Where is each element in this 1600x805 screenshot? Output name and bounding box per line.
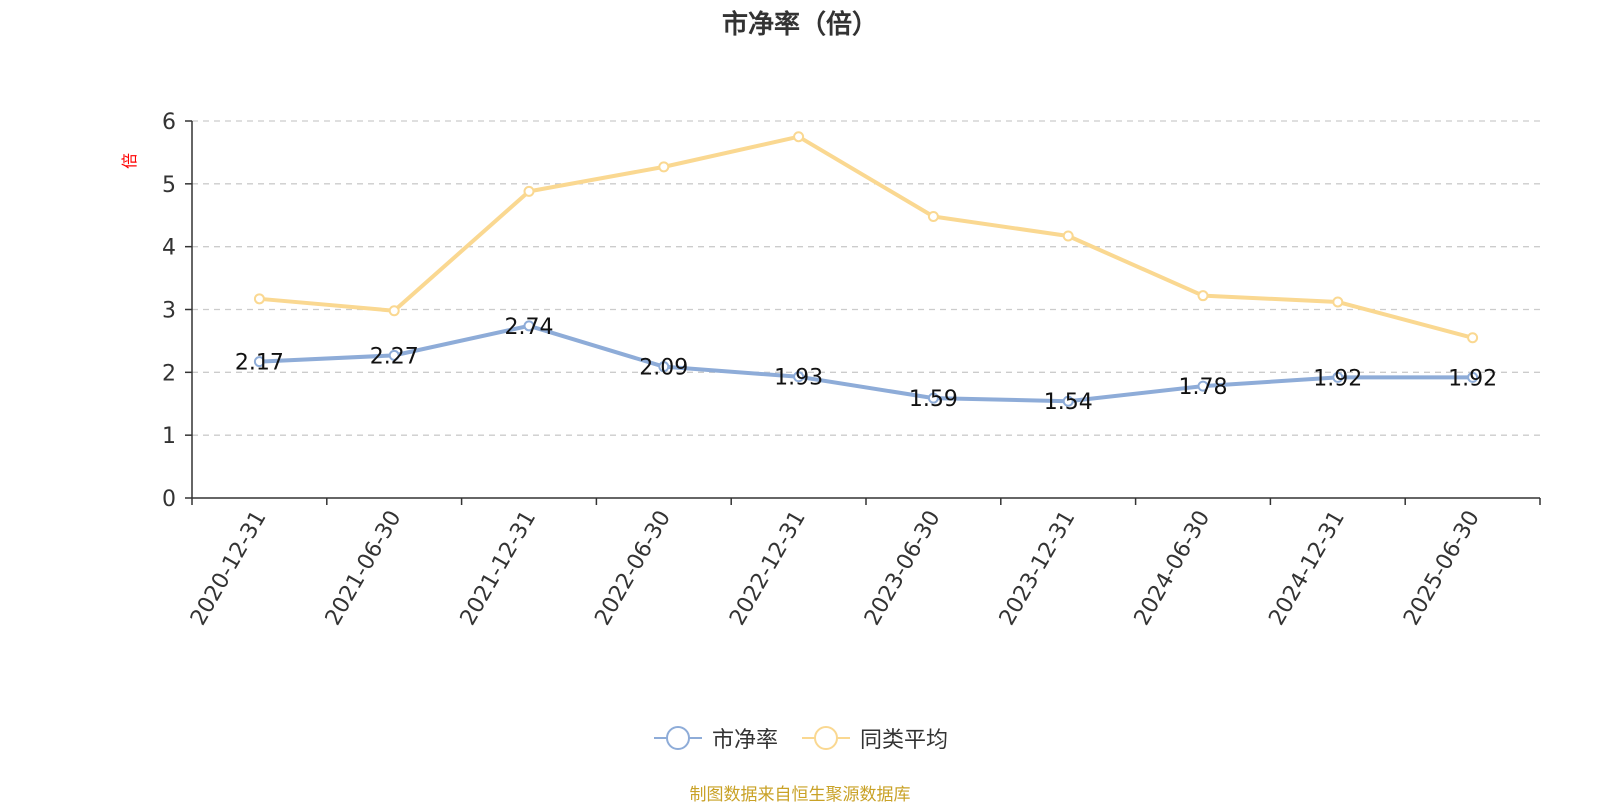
y-tick-label: 1 bbox=[162, 424, 176, 449]
data-point bbox=[1197, 380, 1209, 392]
data-label: 2.09 bbox=[639, 356, 688, 381]
legend-swatch-marker bbox=[814, 726, 838, 750]
y-tick-label: 5 bbox=[162, 173, 176, 198]
data-point bbox=[1062, 395, 1074, 407]
data-label: 1.78 bbox=[1179, 375, 1228, 400]
y-tick-label: 0 bbox=[162, 487, 176, 512]
data-point bbox=[523, 185, 535, 197]
data-label: 2.27 bbox=[370, 344, 419, 369]
data-label: 1.54 bbox=[1044, 390, 1093, 415]
data-point bbox=[388, 349, 400, 361]
y-axis-label: 倍 bbox=[120, 153, 139, 169]
data-point bbox=[388, 305, 400, 317]
y-tick-label: 4 bbox=[162, 236, 176, 261]
data-point bbox=[927, 211, 939, 223]
legend-item[interactable]: 同类平均 bbox=[800, 722, 948, 754]
data-point bbox=[1467, 332, 1479, 344]
data-point bbox=[1467, 371, 1479, 383]
chart-title: 市净率（倍） bbox=[721, 10, 878, 40]
x-tick-label: 2025-06-30 bbox=[1399, 507, 1485, 630]
x-tick-label: 2022-06-30 bbox=[590, 507, 676, 630]
y-tick-label: 2 bbox=[162, 361, 176, 386]
legend: 市净率 同类平均 bbox=[0, 722, 1600, 754]
series-line bbox=[259, 134, 1474, 340]
data-label: 2.17 bbox=[235, 351, 284, 376]
data-point bbox=[1197, 290, 1209, 302]
data-point bbox=[523, 320, 535, 332]
data-point bbox=[1332, 371, 1344, 383]
y-tick-label: 6 bbox=[162, 110, 176, 135]
x-tick-label: 2020-12-31 bbox=[186, 507, 272, 630]
data-point bbox=[793, 131, 805, 143]
legend-swatch-marker bbox=[665, 726, 690, 750]
x-tick-label: 2024-12-31 bbox=[1264, 507, 1350, 630]
legend-swatch bbox=[802, 726, 850, 750]
x-tick-label: 2021-12-31 bbox=[456, 507, 542, 630]
x-tick-label: 2023-12-31 bbox=[995, 507, 1081, 630]
x-tick-label: 2022-12-31 bbox=[725, 507, 811, 630]
legend-label: 同类平均 bbox=[860, 728, 949, 753]
legend-swatch bbox=[653, 726, 702, 750]
data-labels: 2.17 2.27 2.74 2.09 1.93 1.59 1.54 1.78 1.92 1.92 bbox=[235, 315, 1497, 415]
data-point bbox=[253, 293, 265, 305]
x-tick-label: 2024-06-30 bbox=[1130, 507, 1216, 630]
data-label: 1.93 bbox=[774, 366, 823, 391]
series-line bbox=[259, 323, 1473, 404]
data-label: 1.59 bbox=[909, 387, 958, 412]
data-point bbox=[658, 361, 670, 373]
data-point bbox=[927, 392, 939, 404]
y-tick-label: 3 bbox=[162, 299, 176, 324]
data-label: 1.92 bbox=[1313, 366, 1362, 391]
x-tick-label: 2023-06-30 bbox=[860, 507, 946, 630]
gridlines bbox=[192, 120, 1540, 436]
data-point bbox=[253, 356, 265, 368]
series-lines bbox=[253, 131, 1479, 407]
legend-item[interactable]: 市净率 bbox=[652, 722, 778, 754]
data-label: 1.92 bbox=[1448, 366, 1497, 391]
data-point bbox=[658, 161, 670, 173]
source-note: 制图数据来自恒生聚源数据库 bbox=[689, 785, 911, 805]
legend-label: 市净率 bbox=[711, 728, 778, 753]
x-tick-label: 2021-06-30 bbox=[321, 507, 407, 630]
data-label: 2.74 bbox=[505, 315, 554, 340]
data-point bbox=[793, 371, 805, 383]
data-point bbox=[1062, 230, 1074, 242]
data-point bbox=[1332, 296, 1344, 308]
